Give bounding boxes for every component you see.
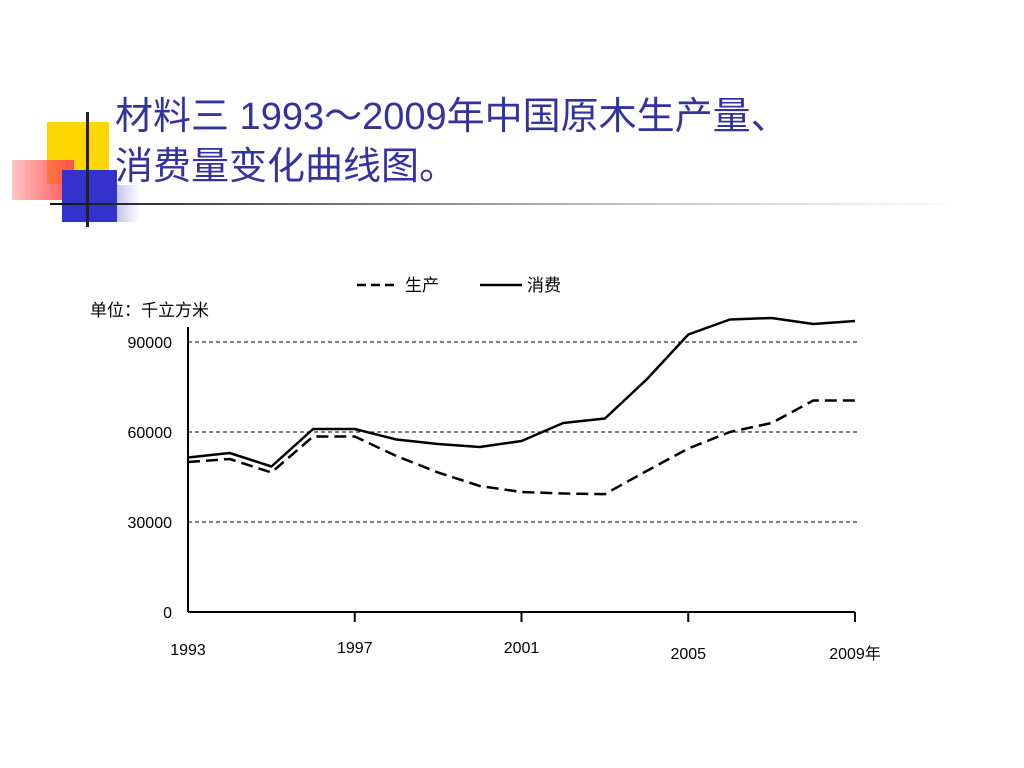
series-line-consumption	[187, 316, 856, 468]
chart-series-lines	[187, 316, 856, 496]
x-tick-label-2001: 2001	[504, 640, 540, 657]
y-tick-label-60000: 60000	[128, 425, 173, 442]
y-axis-unit-label: 单位：千立方米	[90, 301, 209, 320]
y-tick-label-90000: 90000	[128, 335, 173, 352]
y-tick-label-0: 0	[163, 605, 172, 622]
chart-gridlines	[188, 341, 860, 523]
legend-label-consumption: 消费	[527, 276, 561, 295]
chart-legend: 生产 消费	[357, 276, 561, 295]
chart-axes	[187, 327, 856, 622]
legend-label-production: 生产	[405, 276, 439, 295]
decor-horizontal-rule	[50, 203, 960, 205]
chart-tick-labels: 0 30000 60000 90000 1993 1997 2001 2005 2009年	[128, 335, 881, 663]
slide-title: 材料三 1993～2009年中国原木生产量、 消费量变化曲线图。	[115, 96, 789, 188]
x-tick-label-1997: 1997	[337, 640, 373, 657]
x-tick-label-2009: 2009年	[829, 645, 881, 663]
series-line-production	[187, 399, 855, 496]
y-tick-label-30000: 30000	[128, 515, 173, 532]
decor-vertical-line	[86, 112, 89, 227]
x-tick-label-1993: 1993	[170, 642, 206, 659]
x-tick-label-2005: 2005	[670, 646, 706, 663]
